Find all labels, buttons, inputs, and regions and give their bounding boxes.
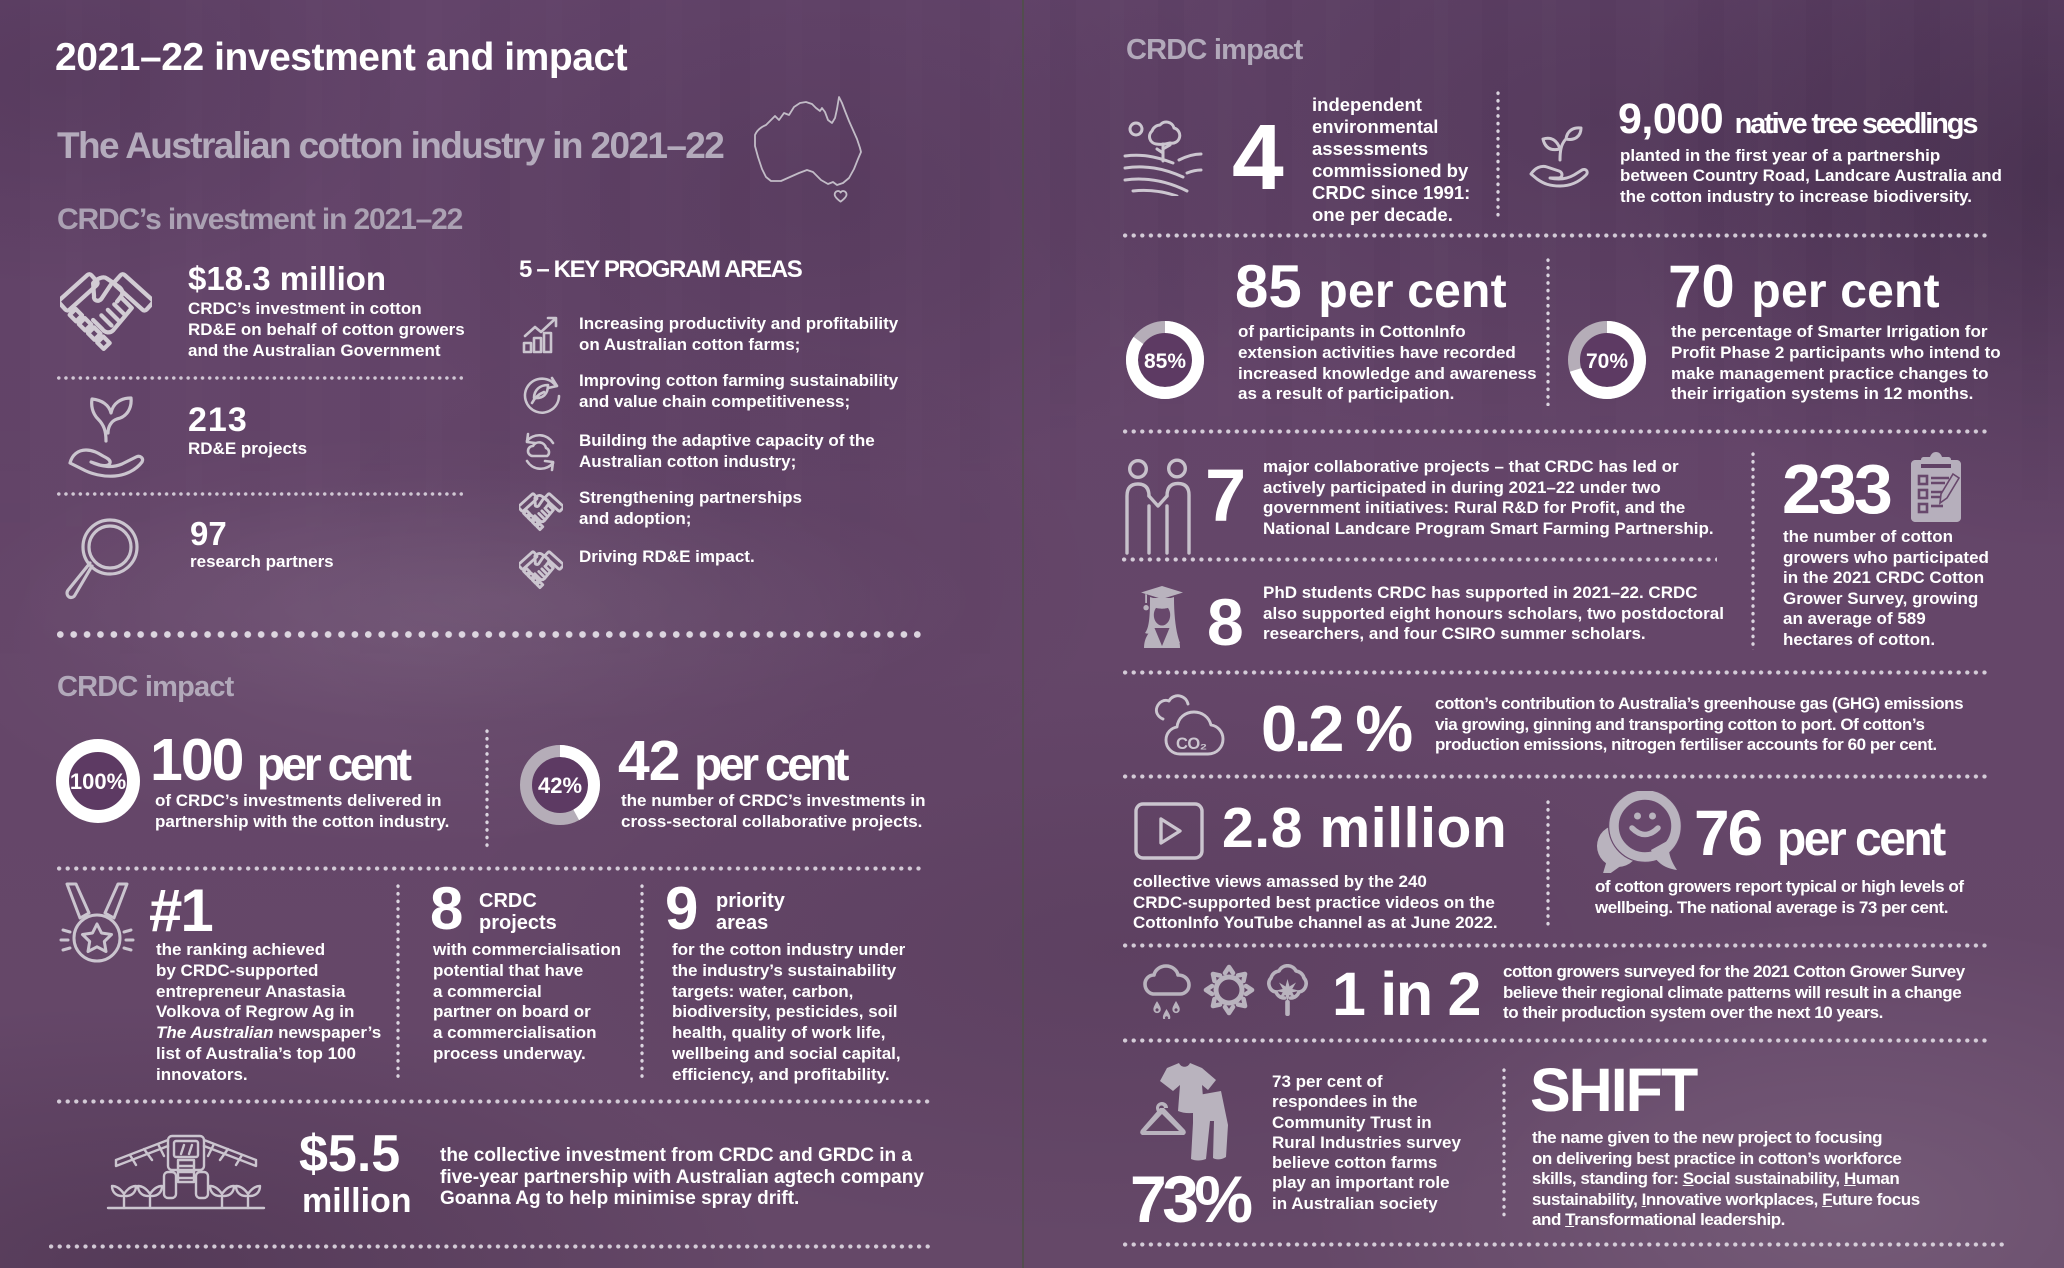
svg-text:CO₂: CO₂	[1176, 735, 1207, 753]
svg-text:70%: 70%	[1586, 350, 1628, 373]
svg-text:85%: 85%	[1144, 350, 1186, 373]
svg-text:42%: 42%	[538, 773, 582, 798]
svg-text:100%: 100%	[70, 769, 126, 794]
